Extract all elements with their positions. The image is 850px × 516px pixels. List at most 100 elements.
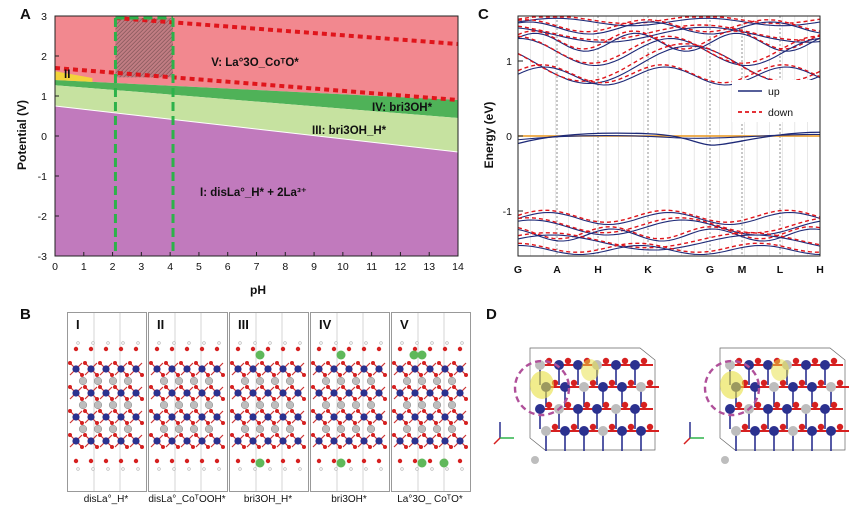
band-down-line [517, 64, 821, 84]
band-up-line [517, 66, 821, 86]
metal-atom [763, 360, 773, 370]
band-down-line [517, 35, 821, 64]
oxygen-atom [209, 409, 213, 413]
metal-atom [560, 382, 570, 392]
oxygen-atom [434, 373, 438, 377]
oxygen-atom [110, 397, 114, 401]
oxygen-atom [640, 401, 648, 409]
hydrogen-atom [298, 467, 302, 471]
oxygen-atom [176, 445, 180, 449]
oxygen-atom [206, 445, 210, 449]
oxygen-atom [316, 458, 322, 464]
oxygen-atom [830, 357, 838, 365]
oxygen-atom [242, 445, 246, 449]
oxygen-atom [113, 433, 117, 437]
oxygen-atom [754, 401, 762, 409]
k-point-label: H [594, 264, 602, 276]
oxygen-atom [464, 445, 468, 449]
oxygen-atom [326, 385, 330, 389]
lanthanum-atom [123, 400, 133, 410]
oxygen-atom [449, 445, 453, 449]
band-up-line [517, 17, 821, 27]
oxygen-atom [206, 421, 210, 425]
structure-caption-ii: disLa°_CoᵀOOH* [148, 494, 226, 505]
cobalt-atom [153, 413, 161, 421]
lanthanum-atom [159, 376, 169, 386]
oxygen-atom [161, 373, 165, 377]
oxygen-atom [103, 458, 109, 464]
metal-atom [826, 382, 836, 392]
hydrogen-atom [349, 341, 353, 345]
oxygen-atom [741, 423, 749, 431]
oxygen-atom [98, 409, 102, 413]
lanthanum-atom [321, 424, 331, 434]
cobalt-atom [153, 389, 161, 397]
oxygen-atom [68, 409, 72, 413]
cobalt-atom [294, 365, 302, 373]
cobalt-atom [360, 413, 368, 421]
oxygen-atom [125, 421, 129, 425]
structure-roman-v: V [400, 317, 409, 332]
x-tick-label: 11 [366, 261, 377, 273]
cobalt-atom [315, 413, 323, 421]
structure-roman-iii: III [238, 317, 249, 332]
metal-atom [611, 404, 621, 414]
hydrogen-atom [334, 341, 338, 345]
oxygen-atom [88, 458, 94, 464]
structure-model-v [392, 313, 468, 491]
lanthanum-atom [189, 400, 199, 410]
oxygen-atom [383, 397, 387, 401]
cobalt-atom [198, 389, 206, 397]
cobalt-atom [87, 437, 95, 445]
lanthanum-atom [174, 376, 184, 386]
x-tick-label: 8 [282, 261, 288, 273]
hydrogen-atom [460, 467, 464, 471]
cobalt-atom [213, 389, 221, 397]
region-iii-label: III: bri3OH_H* [312, 125, 387, 137]
oxygen-atom [73, 346, 79, 352]
oxygen-atom [735, 401, 743, 409]
oxygen-atom [817, 423, 825, 431]
hydrogen-atom [445, 341, 449, 345]
oxygen-atom [602, 401, 610, 409]
cobalt-atom [117, 365, 125, 373]
oxygen-atom [221, 373, 225, 377]
oxygen-atom [326, 361, 330, 365]
oxygen-atom [95, 397, 99, 401]
metal-atom [826, 426, 836, 436]
metal-atom [617, 426, 627, 436]
oxygen-atom [422, 385, 426, 389]
oxygen-atom [280, 346, 286, 352]
metal-atom [788, 426, 798, 436]
structure-model-i [68, 313, 144, 491]
cobalt-atom [360, 389, 368, 397]
oxygen-atom [250, 346, 256, 352]
oxygen-atom [257, 445, 261, 449]
oxygen-atom [368, 421, 372, 425]
oxygen-atom [272, 397, 276, 401]
lanthanum-atom [402, 400, 412, 410]
lanthanum-atom [189, 424, 199, 434]
lanthanum-surface-atom [439, 458, 449, 468]
cobalt-atom [294, 389, 302, 397]
oxygen-atom [275, 433, 279, 437]
metal-atom [807, 426, 817, 436]
lanthanum-atom [204, 400, 214, 410]
lanthanum-atom [447, 376, 457, 386]
lanthanum-surface-atom [255, 458, 265, 468]
cobalt-atom [102, 389, 110, 397]
oxygen-atom [230, 361, 234, 365]
oxygen-atom [83, 361, 87, 365]
hydrogen-atom [319, 467, 323, 471]
oxygen-atom [392, 361, 396, 365]
oxygen-atom [589, 423, 597, 431]
oxygen-atom [83, 385, 87, 389]
x-tick-label: 6 [225, 261, 231, 273]
oxygen-atom [311, 361, 315, 365]
metal-atom [782, 404, 792, 414]
lanthanum-atom [417, 400, 427, 410]
cobalt-atom [330, 437, 338, 445]
oxygen-atom [68, 385, 72, 389]
oxygen-atom [169, 458, 175, 464]
oxygen-atom [68, 361, 72, 365]
